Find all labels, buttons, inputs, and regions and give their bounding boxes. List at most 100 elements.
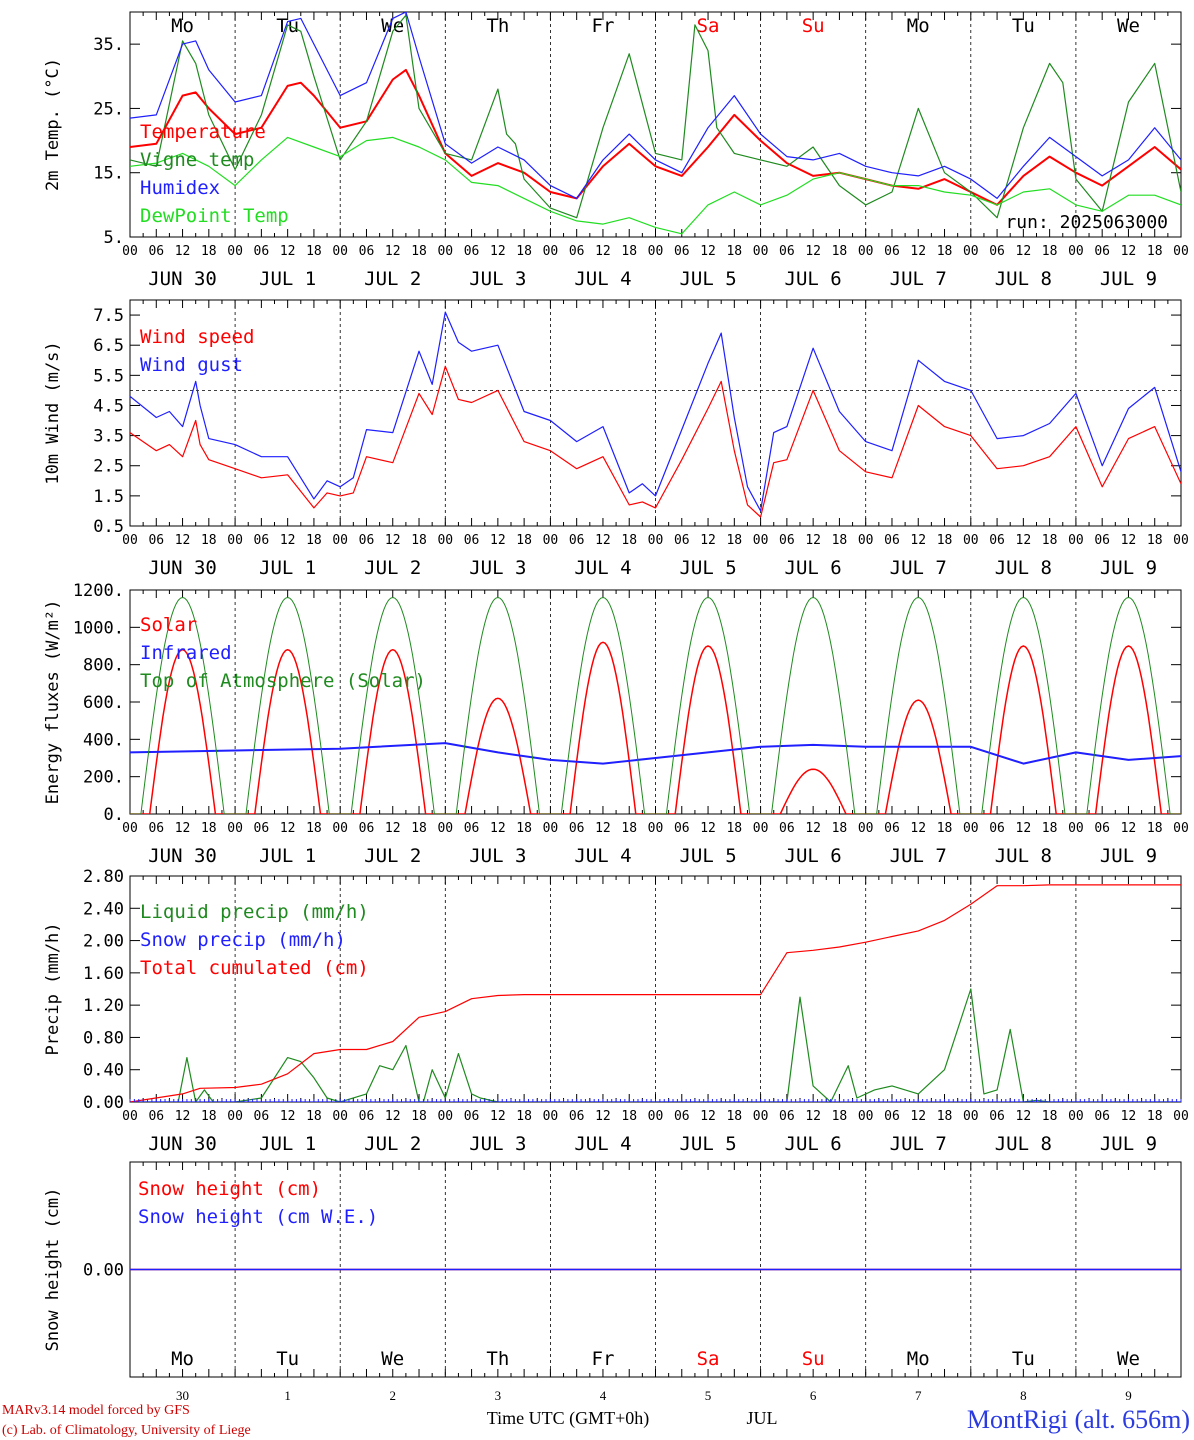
legend-series-solar: Solar: [140, 614, 197, 636]
hour-tick-label: 06: [569, 533, 585, 548]
hour-tick-label: 12: [385, 821, 401, 836]
date-label: JUL 6: [785, 268, 842, 290]
legend-series-infrared: Infrared: [140, 642, 232, 664]
series-solar: [130, 641, 1181, 814]
y-tick-label: 5.: [104, 228, 124, 248]
legend-series-wind-speed: Wind speed: [140, 326, 254, 348]
series-group: [130, 597, 1181, 814]
day-of-week-label: Sa: [697, 1348, 720, 1370]
panel-5: 0.00 Snow height (cm) Mo Tu We Th Fr Sa Su Mo Tu We…: [43, 1161, 1182, 1378]
hour-tick-label: 18: [201, 1109, 217, 1124]
legend-series-humidex: Humidex: [140, 177, 220, 199]
hour-tick-label: 18: [516, 1109, 532, 1124]
hour-tick-label: 12: [490, 821, 506, 836]
day-number: 4: [600, 1388, 607, 1403]
legend-series-wind-gust: Wind gust: [140, 354, 243, 376]
date-label: JUL 9: [1100, 268, 1157, 290]
y-tick-label: 2.5: [93, 457, 124, 477]
hour-tick-label: 18: [411, 244, 427, 259]
date-label: JUL 8: [995, 557, 1052, 579]
date-label: JUL 6: [785, 1133, 842, 1155]
hour-tick-label: 06: [674, 821, 690, 836]
hour-tick-label: 12: [910, 821, 926, 836]
day-of-week-label: Tu: [276, 1348, 299, 1370]
hour-tick-label: 06: [674, 533, 690, 548]
day-of-week-label: Mo: [171, 15, 194, 37]
day-of-week-label: Tu: [1012, 15, 1035, 37]
hour-tick-label: 06: [148, 1109, 164, 1124]
hour-tick-label: 18: [201, 821, 217, 836]
day-of-week-label: We: [1117, 1348, 1140, 1370]
day-of-week-label: Fr: [592, 15, 615, 37]
y-tick-label: 2.40: [83, 899, 124, 919]
hour-tick-label: 00: [1068, 533, 1084, 548]
hour-tick-label: 00: [1068, 1109, 1084, 1124]
date-label: JUL 2: [364, 268, 421, 290]
hour-tick-label: 00: [227, 533, 243, 548]
hour-tick-label: 12: [805, 1109, 821, 1124]
hour-tick-label: 12: [280, 533, 296, 548]
hour-tick-label: 00: [122, 821, 138, 836]
legend-series-dewpoint-temp: DewPoint Temp: [140, 205, 289, 227]
date-label: JUL 4: [574, 845, 631, 867]
hour-tick-label: 12: [595, 1109, 611, 1124]
hour-tick-label: 00: [437, 821, 453, 836]
hour-tick-label: 00: [648, 244, 664, 259]
y-axis-label: Energy fluxes (W/m²): [43, 600, 63, 805]
y-tick-label: 0.80: [83, 1028, 124, 1048]
hour-tick-label: 18: [411, 1109, 427, 1124]
hour-tick-label: 18: [832, 821, 848, 836]
y-tick-label: 0.5: [93, 517, 124, 537]
hour-tick-label: 12: [595, 244, 611, 259]
date-label: JUL 3: [469, 845, 526, 867]
hour-tick-label: 00: [1173, 821, 1189, 836]
hour-tick-label: 06: [464, 821, 480, 836]
day-of-week-label: Th: [486, 1348, 509, 1370]
hour-tick-label: 00: [332, 244, 348, 259]
hour-tick-label: 00: [1173, 533, 1189, 548]
day-number: 3: [495, 1388, 502, 1403]
footer-copyright: (c) Lab. of Climatology, University of L…: [2, 1423, 251, 1438]
hour-tick-label: 18: [1042, 821, 1058, 836]
legend-series-liquid-precip-mm-h: Liquid precip (mm/h): [140, 901, 369, 923]
y-tick-label: 400.: [83, 730, 124, 750]
hour-tick-label: 06: [779, 244, 795, 259]
hour-tick-label: 12: [1016, 1109, 1032, 1124]
hour-tick-label: 06: [254, 1109, 270, 1124]
hour-tick-label: 00: [858, 821, 874, 836]
date-label: JUL 9: [1100, 557, 1157, 579]
day-number: 1: [284, 1388, 291, 1403]
hour-tick-label: 12: [175, 533, 191, 548]
day-number: 5: [705, 1388, 712, 1403]
hour-tick-label: 00: [858, 533, 874, 548]
hour-tick-label: 12: [1121, 244, 1137, 259]
hour-tick-label: 06: [884, 821, 900, 836]
hour-tick-label: 18: [1042, 1109, 1058, 1124]
panel-2: 0.5 1.5 2.5 3.5 4.5 5.5 6.5 7.5 10m Wind (m/s) 00…: [43, 299, 1189, 579]
hour-tick-label: 18: [621, 533, 637, 548]
hour-tick-label: 06: [148, 821, 164, 836]
hour-tick-label: 18: [621, 244, 637, 259]
date-label: JUL 8: [995, 268, 1052, 290]
date-label: JUL 8: [995, 1133, 1052, 1155]
y-axis-label: 10m Wind (m/s): [43, 341, 63, 484]
date-label: JUL 2: [364, 1133, 421, 1155]
hour-tick-label: 18: [516, 533, 532, 548]
hour-tick-label: 06: [569, 1109, 585, 1124]
hour-tick-label: 12: [1121, 1109, 1137, 1124]
hour-tick-label: 00: [543, 244, 559, 259]
series-dewpoint-temp: [130, 136, 1181, 235]
hour-tick-label: 18: [411, 821, 427, 836]
hour-tick-label: 18: [832, 533, 848, 548]
panel-1: 5. 15. 25. 35. 2m Temp. (°C) 00 06 12 18 JUN 30 00…: [43, 11, 1189, 290]
date-label: JUL 1: [259, 845, 316, 867]
series-group: [130, 311, 1181, 518]
hour-tick-label: 00: [332, 1109, 348, 1124]
date-label: JUN 30: [148, 1133, 217, 1155]
hour-tick-label: 12: [490, 1109, 506, 1124]
hour-tick-label: 12: [805, 533, 821, 548]
legend-series-snow-height-cm: Snow height (cm): [138, 1178, 321, 1200]
hour-tick-label: 06: [884, 533, 900, 548]
y-axis-label: Snow height (cm): [43, 1188, 63, 1352]
hour-tick-label: 18: [726, 244, 742, 259]
